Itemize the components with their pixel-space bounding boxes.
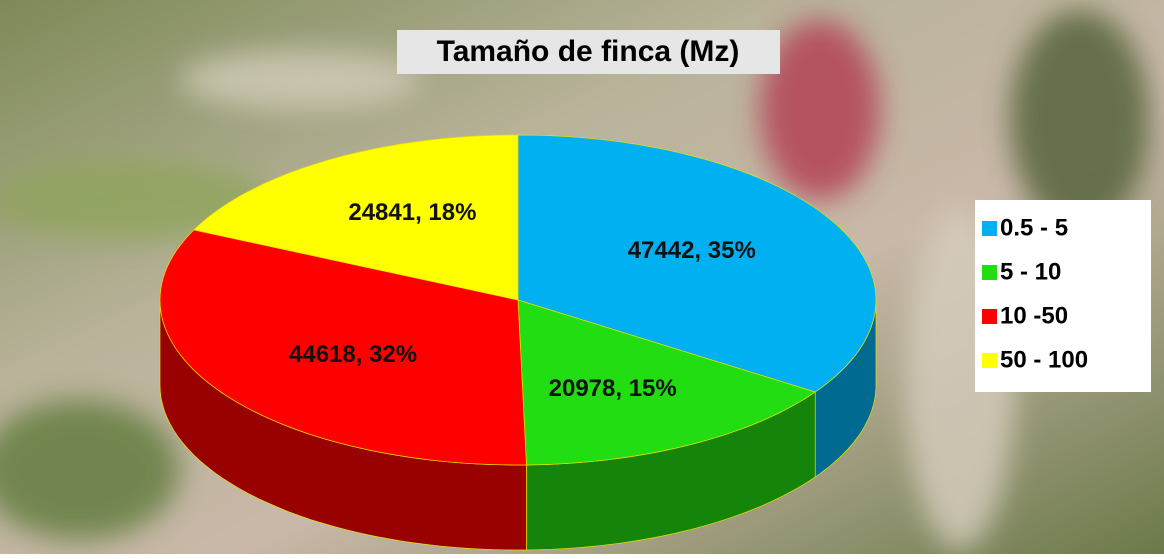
legend-swatch: [982, 309, 997, 324]
legend-label: 5 - 10: [1000, 258, 1061, 285]
chart-title: Tamaño de finca (Mz): [437, 35, 740, 68]
legend-label: 0.5 - 5: [1000, 214, 1068, 241]
legend-label: 10 -50: [1000, 302, 1068, 329]
data-label: 44618, 32%: [289, 341, 417, 368]
data-label: 20978, 15%: [549, 375, 677, 402]
pie: 47442, 35% 20978, 15% 44618, 32% 24841, 18%: [160, 135, 876, 550]
chart: Tamaño de finca (Mz) 47442, 35% 20978, 15…: [0, 0, 1164, 554]
legend-swatch: [982, 221, 997, 236]
data-label: 24841, 18%: [348, 199, 476, 226]
legend-swatch: [982, 265, 997, 280]
data-label: 47442, 35%: [628, 237, 756, 264]
legend-label: 50 - 100: [1000, 346, 1088, 373]
legend-swatch: [982, 353, 997, 368]
